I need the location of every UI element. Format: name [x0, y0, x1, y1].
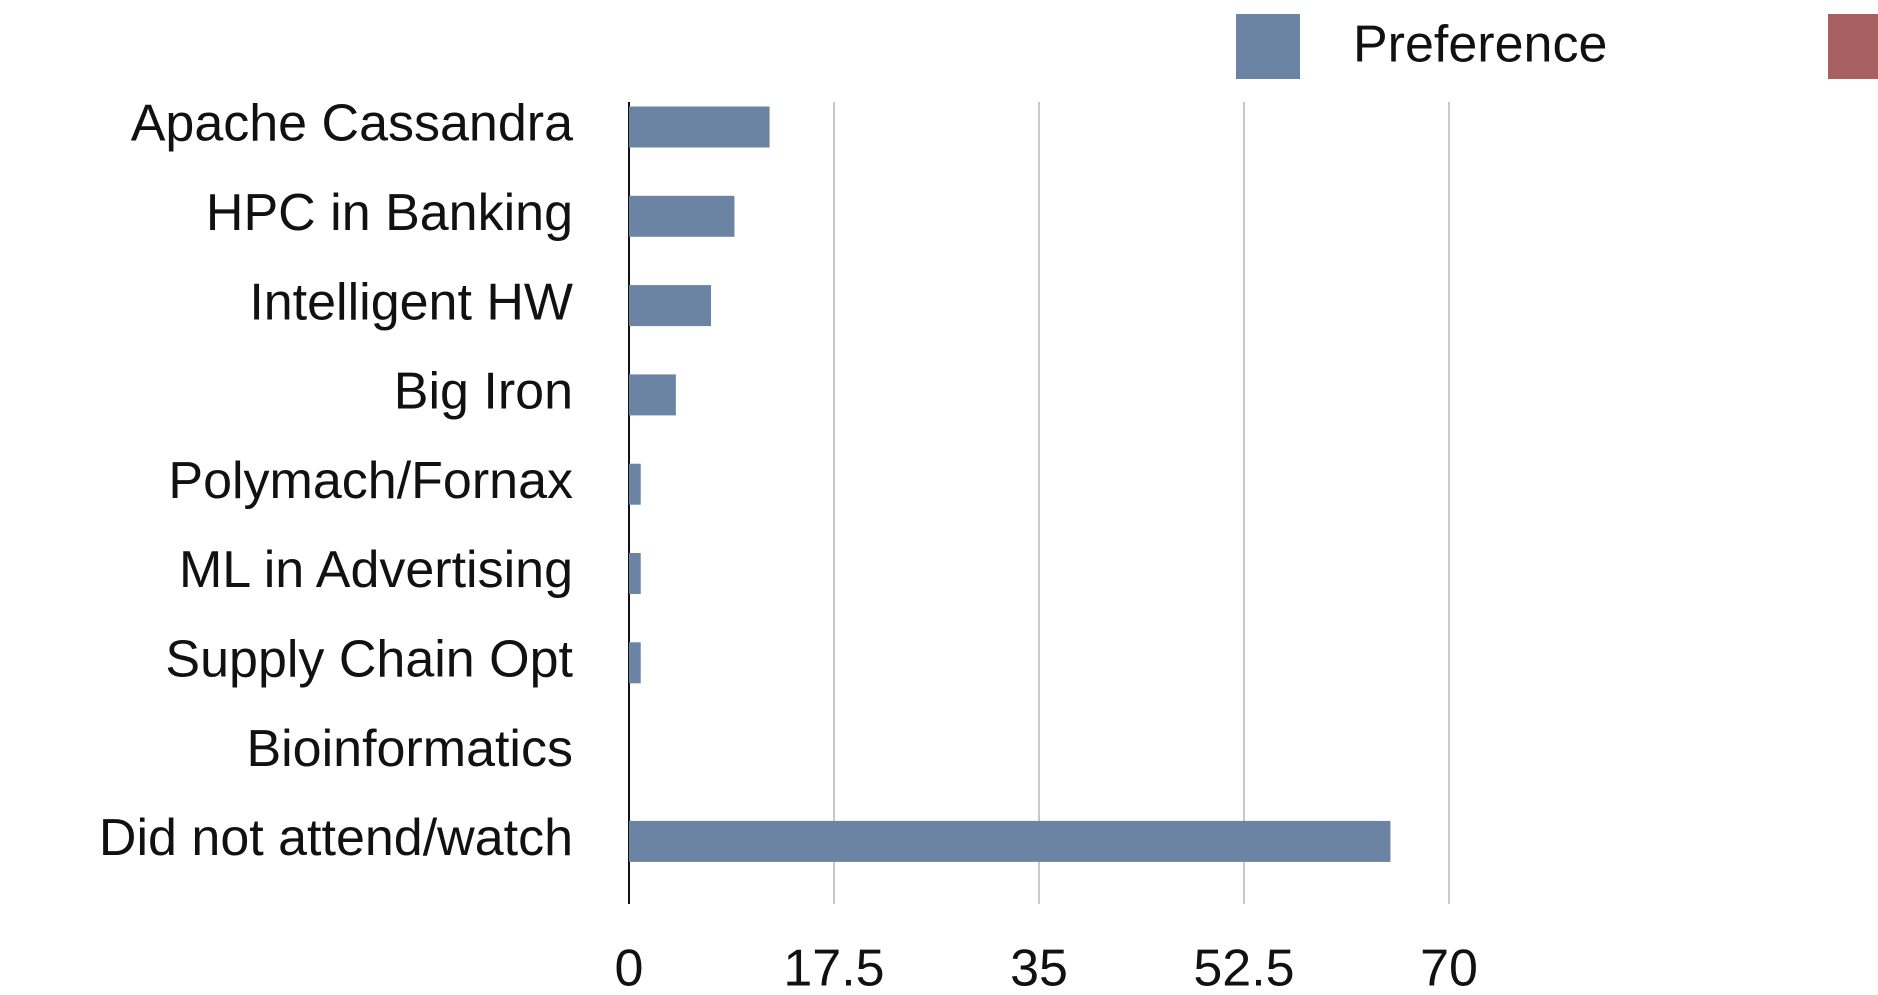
y-tick-label: Intelligent HW: [249, 273, 573, 331]
x-tick-label: 17.5: [783, 940, 884, 995]
bar: [629, 642, 641, 684]
bar: [629, 285, 711, 327]
x-tick-label: 0: [615, 940, 644, 995]
bar: [629, 820, 1391, 862]
bar: [629, 463, 641, 505]
legend-label: Preference: [1353, 16, 1607, 74]
y-tick-label: ML in Advertising: [179, 541, 573, 599]
x-tick-label: 52.5: [1193, 940, 1294, 995]
legend-swatch: [1828, 14, 1878, 79]
y-tick-label: Bioinformatics: [246, 720, 573, 778]
y-tick-label: Did not attend/watch: [99, 809, 573, 867]
y-tick-label: Big Iron: [394, 363, 573, 421]
bar: [629, 374, 676, 416]
x-tick-label: 35: [1010, 940, 1068, 995]
x-tick-label: 70: [1420, 940, 1478, 995]
y-tick-label: HPC in Banking: [206, 184, 573, 242]
bar: [629, 553, 641, 594]
y-tick-label: Polymach/Fornax: [168, 452, 573, 510]
y-tick-label: Supply Chain Opt: [165, 631, 573, 689]
y-tick-label: Apache Cassandra: [131, 95, 573, 153]
bar: [629, 106, 770, 148]
legend-swatch: [1236, 14, 1300, 79]
bar: [629, 195, 735, 237]
